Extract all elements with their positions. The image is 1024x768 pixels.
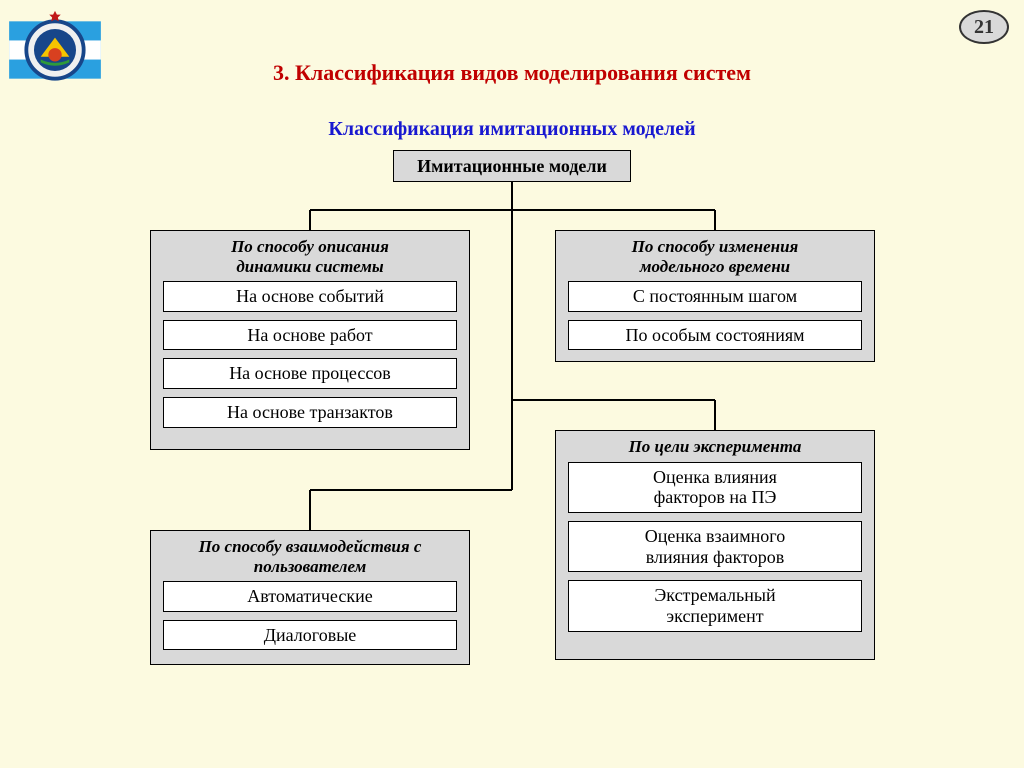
group-title: По цели эксперимента xyxy=(556,431,874,462)
group-experiment: По цели эксперимента Оценка влиянияфакто… xyxy=(555,430,875,660)
group-title: По способу изменениямодельного времени xyxy=(556,231,874,281)
group-title: По способу описаниядинамики системы xyxy=(151,231,469,281)
list-item: На основе процессов xyxy=(163,358,457,389)
page-number-badge: 21 xyxy=(959,10,1009,44)
list-item: На основе событий xyxy=(163,281,457,312)
root-label: Имитационные модели xyxy=(417,156,607,177)
main-title: 3. Классификация видов моделирования сис… xyxy=(0,60,1024,86)
group-title: По способу взаимодействия спользователем xyxy=(151,531,469,581)
page-number: 21 xyxy=(974,16,994,39)
list-item: На основе работ xyxy=(163,320,457,351)
root-node: Имитационные модели xyxy=(393,150,631,182)
list-item: Оценка влиянияфакторов на ПЭ xyxy=(568,462,862,513)
subtitle: Классификация имитационных моделей xyxy=(0,118,1024,141)
group-dynamics: По способу описаниядинамики системы На о… xyxy=(150,230,470,450)
group-time: По способу изменениямодельного времени С… xyxy=(555,230,875,362)
list-item: Оценка взаимноговлияния факторов xyxy=(568,521,862,572)
list-item: С постоянным шагом xyxy=(568,281,862,312)
list-item: На основе транзактов xyxy=(163,397,457,428)
group-interaction: По способу взаимодействия спользователем… xyxy=(150,530,470,665)
list-item: Экстремальныйэксперимент xyxy=(568,580,862,631)
list-item: Автоматические xyxy=(163,581,457,612)
list-item: По особым состояниям xyxy=(568,320,862,351)
list-item: Диалоговые xyxy=(163,620,457,651)
